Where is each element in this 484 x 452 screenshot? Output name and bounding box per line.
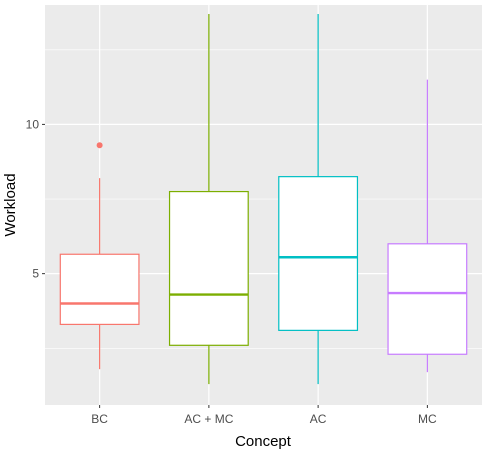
- x-tick-label: MC: [418, 412, 437, 426]
- box-body: [278, 176, 359, 331]
- x-tick-label: AC + MC: [184, 412, 233, 426]
- y-axis-title: Workload: [2, 173, 19, 236]
- box-group: [168, 13, 249, 385]
- x-axis-title: Concept: [235, 433, 292, 450]
- box-body: [387, 243, 468, 355]
- box-body: [168, 190, 249, 346]
- boxes: [59, 13, 468, 385]
- y-tick-label: 10: [26, 117, 40, 131]
- x-tick-label: AC: [310, 412, 327, 426]
- y-tick-label: 5: [32, 267, 39, 281]
- box-group: [59, 142, 140, 370]
- box-group: [387, 79, 468, 373]
- box-body: [59, 253, 140, 326]
- outlier-point: [96, 142, 103, 149]
- x-axis-ticks: BC AC + MC AC MC: [91, 405, 437, 426]
- box-group: [278, 13, 359, 385]
- x-tick-label: BC: [91, 412, 108, 426]
- y-axis-ticks: 5 10: [26, 117, 45, 281]
